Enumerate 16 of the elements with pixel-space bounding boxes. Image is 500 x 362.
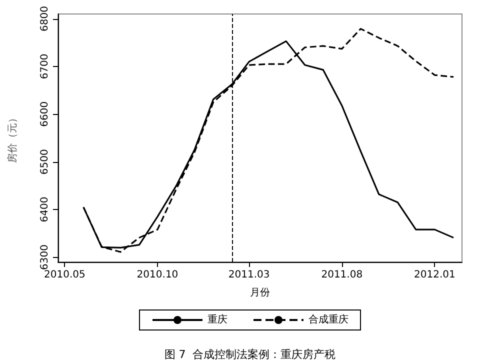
legend-label: 重庆 [208, 314, 228, 326]
y-tick-label: 6800 [40, 6, 50, 32]
legend-label: 合成重庆 [308, 314, 348, 326]
y-tick-label: 6600 [40, 101, 50, 127]
x-tick-label: 2011.03 [228, 270, 270, 280]
x-tick-label: 2012.01 [414, 270, 456, 280]
x-tick-label: 2010.05 [44, 270, 86, 280]
y-tick-label: 6300 [40, 244, 50, 270]
y-tick-label: 6700 [40, 54, 50, 80]
y-axis-title: 房价（元） [6, 113, 18, 163]
y-tick-label: 6500 [40, 149, 50, 175]
x-tick-label: 2011.08 [321, 270, 363, 280]
x-axis-title: 月份 [250, 288, 270, 298]
y-tick-label: 6400 [40, 196, 50, 222]
caption: 图 7 合成控制法案例：重庆房产税 [164, 348, 336, 361]
x-tick-label: 2010.10 [136, 270, 178, 280]
